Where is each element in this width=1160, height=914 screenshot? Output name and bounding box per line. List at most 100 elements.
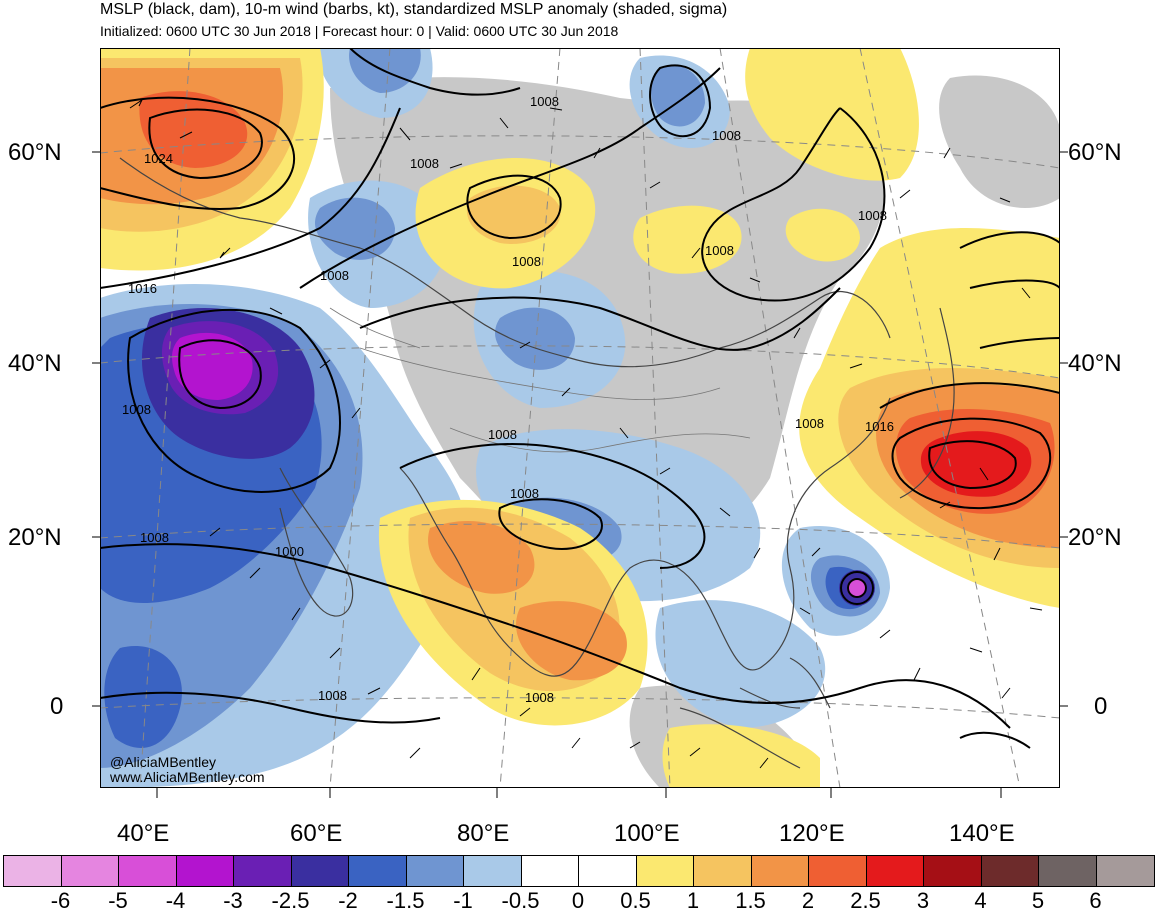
- colorbar-swatch: [406, 856, 464, 886]
- isobar-label: 1008: [530, 94, 559, 109]
- isobar: [847, 578, 867, 598]
- latitude-line: [100, 345, 1060, 379]
- colorbar-tick-label: 2: [801, 888, 815, 913]
- isobar: [100, 543, 1011, 729]
- colorbar-tick-label: -2: [338, 888, 358, 913]
- colorbar-tick-label: 2.5: [850, 888, 881, 913]
- colorbar-tick-label: 6: [1089, 888, 1102, 913]
- longitude-line: [639, 48, 671, 788]
- anomaly-red-orange-region: [139, 91, 248, 168]
- isobar-label: 1008: [318, 688, 347, 703]
- wind-barbs: [129, 98, 1043, 769]
- map-frame: [100, 48, 1060, 788]
- isobar: [100, 107, 401, 289]
- lat-label-left: 60°N: [8, 139, 62, 166]
- isobar-label: 1008: [510, 486, 539, 501]
- anomaly-purple-region: [172, 332, 253, 400]
- coastline: [279, 467, 354, 617]
- lon-label: 80°E: [457, 820, 510, 847]
- longitude-line: [139, 48, 191, 788]
- lon-label: 120°E: [779, 820, 845, 847]
- isobar: [928, 440, 1017, 490]
- isobar-label: 1000: [275, 544, 304, 559]
- isobar: [466, 174, 562, 240]
- colorbar-tick-label: 4: [974, 888, 987, 913]
- isobar-label: 1016: [128, 281, 157, 296]
- isobar-label: 1008: [795, 416, 824, 431]
- colorbar-swatch: [924, 856, 982, 886]
- graticule: [100, 48, 1060, 788]
- isobar: [959, 731, 1031, 749]
- colorbar-tick-label: -5: [108, 888, 128, 913]
- latitude-line: [100, 697, 1060, 719]
- colorbar-swatch: [119, 856, 177, 886]
- colorbar-swatch: [809, 856, 867, 886]
- isobar-label: 1008: [712, 128, 741, 143]
- isobar: [299, 67, 721, 289]
- colorbar-swatch: [291, 856, 349, 886]
- colorbar-swatch: [1096, 856, 1154, 886]
- colorbar-swatch: [234, 856, 292, 886]
- isobar-label: 1008: [512, 254, 541, 269]
- country-border: [329, 307, 751, 453]
- isobar-labels: 1024 1016 1008 1008 1008 1008 1008 1008 …: [122, 94, 894, 705]
- isobar: [359, 287, 841, 351]
- isobar-label: 1008: [705, 243, 734, 258]
- isobar: [127, 308, 341, 493]
- anomaly-blue-region: [104, 646, 182, 748]
- colorbar-tick-label: -2.5: [271, 888, 310, 913]
- colorbar-swatch: [521, 856, 579, 886]
- wind-barb: [209, 527, 421, 759]
- colorbar-tick-label: -1.5: [386, 888, 425, 913]
- isobar: [349, 48, 521, 96]
- coastline: [399, 397, 891, 677]
- chart-title: MSLP (black, dam), 10-m wind (barbs, kt)…: [100, 1, 728, 18]
- anomaly-shading: [100, 48, 1060, 788]
- lon-label: 40°E: [117, 820, 170, 847]
- lon-label: 100°E: [614, 820, 680, 847]
- isobar: [840, 571, 874, 605]
- isobar-label: 1008: [140, 530, 169, 545]
- isobar: [178, 339, 262, 410]
- isobar: [649, 64, 712, 138]
- colorbar-tick-label: 1: [686, 888, 700, 913]
- anomaly-yellow-region: [785, 208, 860, 262]
- isobar: [959, 231, 1060, 349]
- credit-website: www.AliciaMBentley.com: [110, 769, 265, 785]
- coastline: [119, 157, 891, 368]
- colorbar-swatch: [751, 856, 809, 886]
- isobar-label: 1008: [122, 402, 151, 417]
- coastline: [899, 307, 955, 499]
- colorbar-tick-label: 3: [916, 888, 930, 913]
- colorbar: [3, 855, 1155, 887]
- coastlines: [119, 157, 955, 769]
- wind-barb: [799, 547, 1011, 699]
- lat-label-right: 60°N: [1068, 139, 1122, 166]
- lat-label-left: 40°N: [8, 350, 62, 377]
- wind-barb: [691, 147, 951, 369]
- wind-barb: [471, 667, 769, 769]
- wind-barb: [399, 107, 661, 189]
- colorbar-swatch: [464, 856, 522, 886]
- longitude-line: [329, 48, 391, 788]
- colorbar-tick-label: -4: [165, 888, 186, 913]
- isobar-label: 1016: [865, 419, 894, 434]
- colorbar-tick-label: 0.5: [620, 888, 651, 913]
- lat-label-left: 0: [50, 693, 64, 720]
- isobar-label: 1008: [488, 427, 517, 442]
- colorbar-swatch: [866, 856, 924, 886]
- colorbar-swatch: [61, 856, 119, 886]
- isobar: [701, 107, 886, 302]
- map-panel: 1024 1016 1008 1008 1008 1008 1008 1008 …: [100, 48, 1060, 788]
- longitude-line: [859, 48, 1021, 788]
- colorbar-swatch: [4, 856, 62, 886]
- colorbar-tick-label: -3: [223, 888, 243, 913]
- anomaly-gray-region: [939, 75, 1060, 208]
- lon-label: 140°E: [949, 820, 1015, 847]
- lon-label: 60°E: [290, 820, 343, 847]
- colorbar-swatch: [981, 856, 1039, 886]
- anomaly-light-orange-region: [466, 185, 561, 244]
- isobar: [498, 498, 603, 550]
- latitude-line: [100, 135, 1060, 169]
- isobar: [891, 417, 1052, 510]
